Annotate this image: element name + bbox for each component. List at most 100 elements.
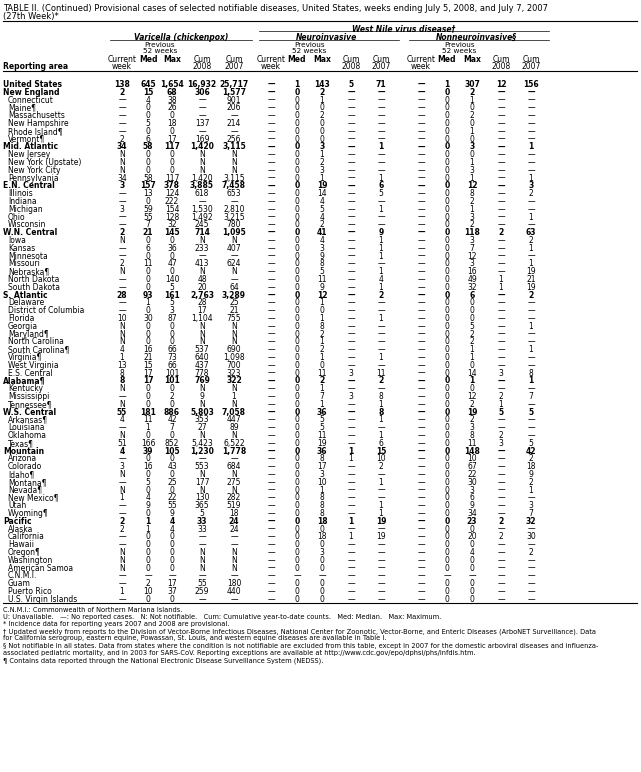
Text: 33: 33 — [197, 516, 207, 526]
Text: —: — — [347, 462, 355, 471]
Text: 852: 852 — [165, 438, 179, 448]
Text: 1: 1 — [470, 96, 474, 104]
Text: 5: 5 — [320, 423, 324, 432]
Text: Med: Med — [288, 55, 306, 64]
Text: —: — — [347, 594, 355, 604]
Text: 3: 3 — [529, 501, 533, 510]
Text: —: — — [497, 509, 505, 518]
Text: —: — — [497, 158, 505, 167]
Text: —: — — [377, 594, 385, 604]
Text: 0: 0 — [295, 384, 299, 393]
Text: 4: 4 — [470, 548, 474, 557]
Text: Med: Med — [438, 55, 456, 64]
Text: —: — — [267, 384, 275, 393]
Text: —: — — [347, 400, 355, 409]
Text: 12: 12 — [495, 80, 506, 89]
Text: —: — — [417, 556, 425, 565]
Text: —: — — [347, 470, 355, 479]
Text: 1,577: 1,577 — [222, 88, 246, 96]
Text: 1: 1 — [146, 299, 151, 307]
Text: New England: New England — [3, 88, 60, 96]
Text: —: — — [118, 501, 126, 510]
Text: N: N — [199, 236, 205, 245]
Text: 10: 10 — [317, 478, 327, 487]
Text: 19: 19 — [376, 516, 387, 526]
Text: 1: 1 — [120, 587, 124, 596]
Text: —: — — [347, 96, 355, 104]
Text: 6: 6 — [469, 290, 474, 300]
Text: 55: 55 — [167, 501, 177, 510]
Text: 0: 0 — [445, 438, 449, 448]
Text: 0: 0 — [445, 299, 449, 307]
Text: —: — — [267, 267, 275, 276]
Text: 0: 0 — [294, 408, 299, 417]
Text: 15: 15 — [376, 446, 386, 455]
Text: 2: 2 — [499, 392, 503, 401]
Text: 0: 0 — [146, 470, 151, 479]
Text: N: N — [231, 158, 237, 167]
Text: —: — — [497, 415, 505, 425]
Text: 0: 0 — [146, 455, 151, 463]
Text: 0: 0 — [295, 244, 299, 252]
Text: —: — — [497, 103, 505, 113]
Text: 68: 68 — [167, 88, 178, 96]
Text: —: — — [497, 299, 505, 307]
Text: 3: 3 — [119, 181, 124, 191]
Text: 0: 0 — [295, 158, 299, 167]
Text: 7,058: 7,058 — [222, 408, 246, 417]
Text: 9: 9 — [199, 392, 204, 401]
Text: —: — — [417, 80, 425, 89]
Text: Mid. Atlantic: Mid. Atlantic — [3, 142, 58, 151]
Text: W.S. Central: W.S. Central — [3, 408, 56, 417]
Text: —: — — [497, 548, 505, 557]
Text: 26: 26 — [167, 103, 177, 113]
Text: North Carolina: North Carolina — [8, 337, 64, 347]
Text: —: — — [497, 151, 505, 159]
Text: —: — — [347, 571, 355, 581]
Text: 148: 148 — [464, 446, 480, 455]
Text: 30: 30 — [467, 478, 477, 487]
Text: 5: 5 — [320, 415, 324, 425]
Text: 0: 0 — [320, 540, 324, 549]
Text: 6: 6 — [378, 181, 383, 191]
Text: 1: 1 — [379, 478, 383, 487]
Text: Maryland¶: Maryland¶ — [8, 330, 49, 339]
Text: —: — — [347, 244, 355, 252]
Text: N: N — [199, 470, 205, 479]
Text: 1: 1 — [320, 353, 324, 362]
Text: —: — — [267, 244, 275, 252]
Text: 0: 0 — [295, 345, 299, 354]
Text: 0: 0 — [295, 103, 299, 113]
Text: 0: 0 — [295, 525, 299, 533]
Text: 1: 1 — [470, 345, 474, 354]
Text: 24: 24 — [229, 516, 239, 526]
Text: 2: 2 — [170, 392, 174, 401]
Text: 0: 0 — [445, 384, 449, 393]
Text: 8: 8 — [470, 189, 474, 198]
Text: 16: 16 — [143, 462, 153, 471]
Text: —: — — [497, 446, 504, 455]
Text: 1,095: 1,095 — [222, 229, 246, 237]
Text: 12: 12 — [317, 290, 328, 300]
Text: 5: 5 — [470, 322, 474, 330]
Text: 1: 1 — [379, 236, 383, 245]
Text: 0: 0 — [294, 290, 299, 300]
Text: West Virginia: West Virginia — [8, 361, 58, 370]
Text: Oregon¶: Oregon¶ — [8, 548, 41, 557]
Text: 130: 130 — [195, 493, 209, 503]
Text: week: week — [112, 62, 132, 71]
Text: —: — — [267, 571, 275, 581]
Text: 34: 34 — [117, 142, 128, 151]
Text: 1,654: 1,654 — [160, 80, 184, 89]
Text: 1: 1 — [320, 486, 324, 495]
Text: —: — — [497, 377, 504, 385]
Text: 1: 1 — [470, 353, 474, 362]
Text: —: — — [267, 103, 275, 113]
Text: —: — — [267, 501, 275, 510]
Text: Texas¶: Texas¶ — [8, 438, 34, 448]
Text: 2,810: 2,810 — [223, 205, 245, 214]
Text: —: — — [497, 189, 505, 198]
Text: —: — — [267, 548, 275, 557]
Text: 8: 8 — [320, 501, 324, 510]
Text: 0: 0 — [445, 548, 449, 557]
